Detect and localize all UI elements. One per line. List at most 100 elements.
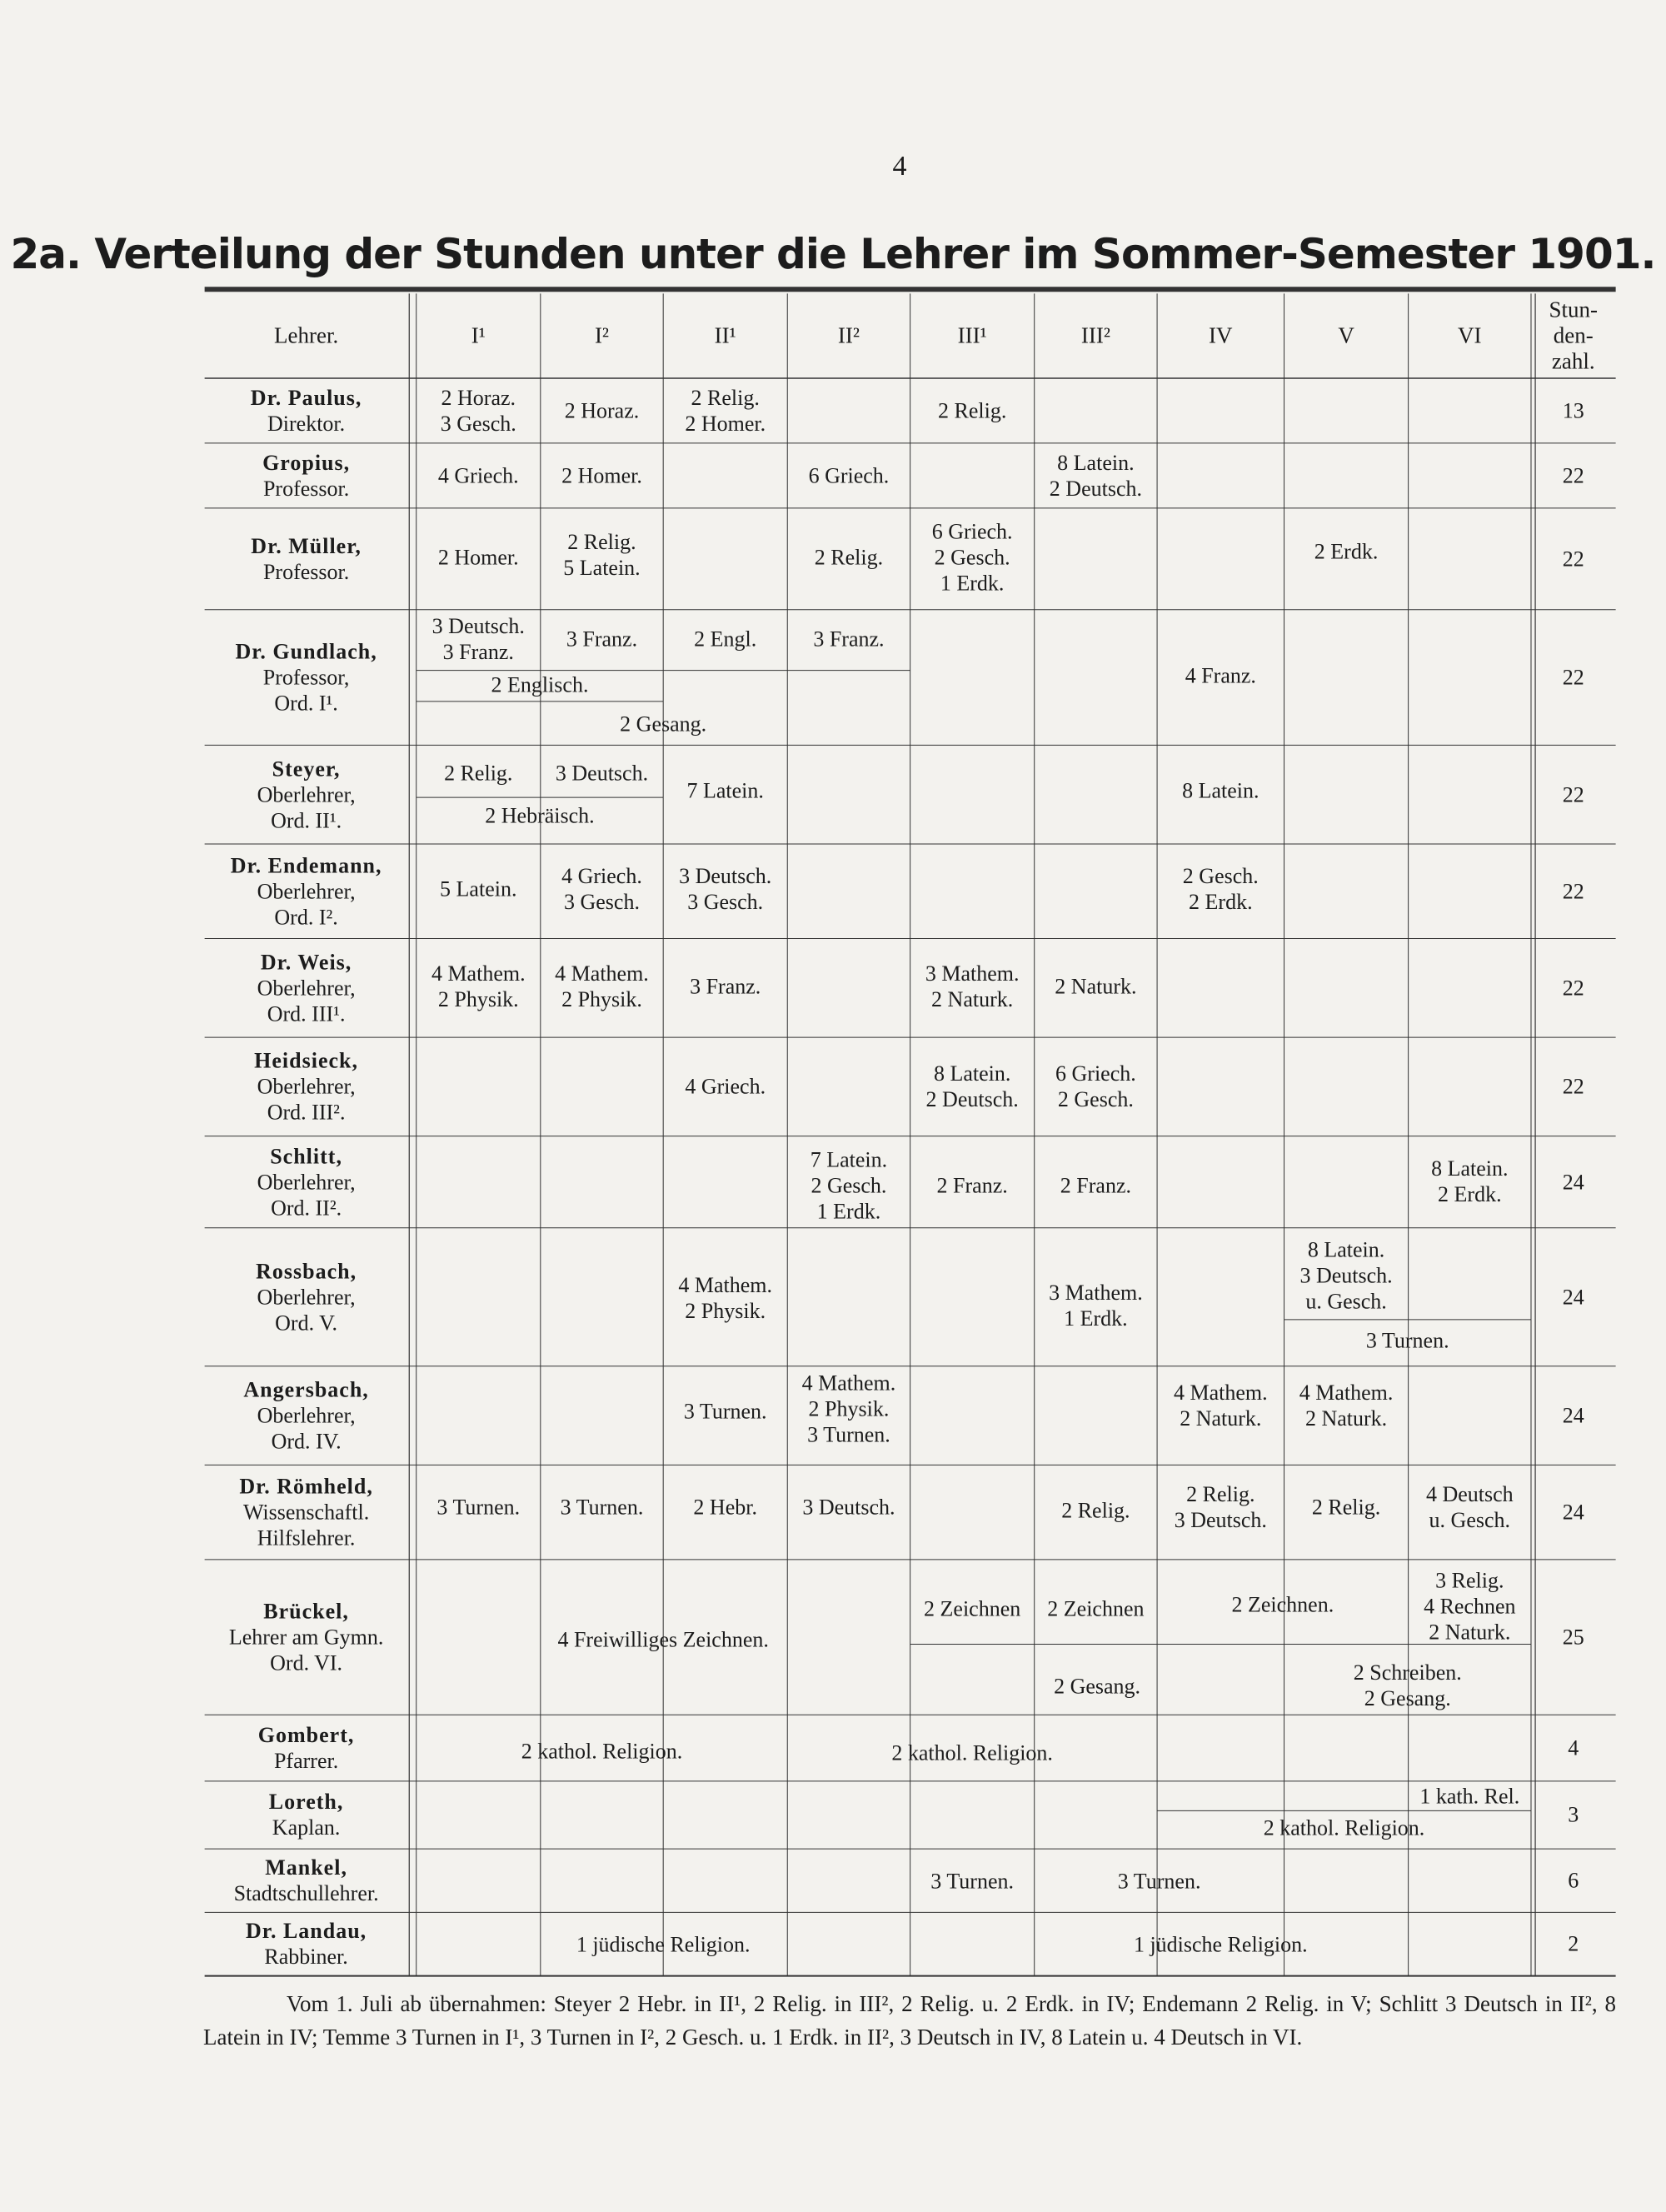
text-line: Professor.: [262, 559, 350, 584]
total: 22: [1563, 665, 1584, 691]
cell: 1 jüdische Religion.: [576, 1932, 751, 1958]
cell: 7 Latein.: [686, 777, 763, 803]
text-line: 22: [1562, 782, 1584, 807]
text-line: 2 kathol. Religion.: [891, 1740, 1053, 1765]
text-line: Dr. Römheld,: [239, 1474, 373, 1499]
text-line: 6: [1568, 1868, 1579, 1893]
cell: 2 Relig.: [444, 761, 512, 786]
text-line: 4 Mathem.: [1173, 1381, 1268, 1406]
text-line: V: [1338, 322, 1354, 348]
text-line: 2 kathol. Religion.: [1263, 1815, 1425, 1840]
text-line: Direktor.: [267, 411, 346, 436]
text-line: Ord. III².: [267, 1100, 346, 1125]
text-line: Professor,: [262, 665, 350, 690]
text-line: Kaplan.: [272, 1815, 341, 1840]
cell: 4 Franz.: [1185, 663, 1256, 689]
text-line: 6 Griech.: [808, 463, 890, 488]
text-line: 4 Griech.: [561, 864, 642, 889]
text-line: Oberlehrer,: [257, 1074, 356, 1099]
total: 22: [1563, 462, 1584, 488]
text-line: Dr. Landau,: [246, 1919, 367, 1944]
total: 4: [1568, 1735, 1579, 1761]
total: 24: [1563, 1403, 1584, 1429]
column-header: Stun-den-zahl.: [1549, 297, 1599, 375]
text-line: 22: [1562, 879, 1584, 904]
column-header: III²: [1081, 323, 1110, 349]
text-line: 4 Mathem.: [678, 1273, 773, 1298]
text-line: Oberlehrer,: [257, 782, 356, 807]
cell: 2 Horaz. 3 Gesch.: [441, 385, 516, 437]
text-line: 2 Homer.: [561, 463, 642, 488]
text-line: 3 Deutsch.: [555, 761, 649, 786]
text-line: Oberlehrer,: [257, 1170, 356, 1195]
text-line: 2 Erdk.: [1189, 890, 1253, 915]
teacher: Angersbach, Oberlehrer, Ord. IV.: [243, 1377, 368, 1455]
text-line: III¹: [957, 322, 987, 348]
cell: 2 Gesang.: [620, 712, 706, 737]
cell: 2 Zeichnen: [1047, 1596, 1144, 1622]
text-line: Rabbiner.: [264, 1945, 348, 1970]
text-line: 3 Turnen.: [930, 1869, 1015, 1894]
text-line: 1 Erdk.: [940, 571, 1005, 596]
text-line: 3 Franz.: [690, 974, 761, 999]
column-header: II¹: [715, 323, 736, 349]
text-line: 3 Deutsch.: [802, 1495, 895, 1520]
text-line: Heidsieck,: [254, 1048, 359, 1073]
text-line: 4: [1568, 1735, 1579, 1760]
text-line: 2 Zeichnen: [1047, 1596, 1145, 1621]
cell: 2 Franz.: [1060, 1172, 1131, 1198]
text-line: 3 Mathem.: [925, 961, 1020, 986]
text-line: Oberlehrer,: [257, 1285, 356, 1310]
cell: 6 Griech. 2 Gesch.: [1055, 1061, 1136, 1112]
text-line: II²: [837, 322, 860, 348]
text-line: Ord. I².: [274, 905, 338, 930]
teacher: Gombert, Pfarrer.: [258, 1722, 355, 1774]
text-line: 2 Relig.: [1186, 1482, 1255, 1507]
text-line: 1 Erdk.: [1064, 1306, 1128, 1331]
text-line: Wissenschaftl.: [242, 1500, 370, 1525]
total: 6: [1568, 1868, 1579, 1894]
text-line: 2 Relig.: [1311, 1495, 1381, 1520]
cell: 4 Griech.: [685, 1074, 766, 1100]
total: 22: [1563, 878, 1584, 904]
cell: 2 kathol. Religion.: [891, 1740, 1053, 1765]
text-line: 4 Deutsch: [1425, 1482, 1514, 1507]
cell: 2 kathol. Religion.: [521, 1739, 683, 1765]
cell: 3 Turnen.: [930, 1869, 1014, 1895]
text-line: Gombert,: [257, 1723, 355, 1748]
text-line: 1 kath. Rel.: [1419, 1784, 1520, 1809]
cell: 8 Latein. 2 Erdk.: [1431, 1156, 1508, 1207]
text-line: 7 Latein.: [686, 778, 764, 803]
text-line: 25: [1562, 1625, 1584, 1650]
text-line: 2 Zeichnen.: [1231, 1592, 1334, 1617]
text-line: 2 Gesch.: [934, 545, 1010, 570]
cell: 8 Latein. 3 Deutsch. u. Gesch.: [1299, 1237, 1392, 1315]
cell: 2 Schreiben. 2 Gesang.: [1354, 1660, 1462, 1711]
text-line: 8 Latein.: [933, 1061, 1011, 1086]
total: 22: [1563, 975, 1584, 1001]
text-line: Lehrer.: [273, 322, 339, 348]
column-header: VI: [1458, 323, 1482, 349]
cell: 4 Griech. 3 Gesch.: [561, 863, 642, 915]
text-line: Ord. V.: [275, 1311, 338, 1336]
text-line: III²: [1080, 322, 1110, 348]
text-line: 4 Griech.: [437, 463, 519, 488]
total: 24: [1563, 1500, 1584, 1525]
teacher: Dr. Endemann, Oberlehrer, Ord. I².: [231, 852, 382, 930]
text-line: Loreth,: [268, 1790, 344, 1815]
text-line: 4 Mathem.: [555, 961, 649, 986]
text-line: 2 Gesang.: [1054, 1674, 1141, 1699]
column-header: Lehrer.: [274, 323, 338, 349]
text-line: 4 Mathem.: [431, 961, 526, 986]
text-line: Ord. VI.: [270, 1650, 343, 1675]
text-line: 2 Gesch.: [811, 1173, 887, 1198]
text-line: Rossbach,: [256, 1259, 357, 1284]
cell: 2 Relig.: [938, 397, 1006, 423]
text-line: Oberlehrer,: [257, 1403, 356, 1428]
text-line: 3 Franz.: [442, 640, 514, 665]
cell: 3 Deutsch. 3 Gesch.: [679, 863, 771, 915]
text-line: 5 Latein.: [440, 876, 517, 901]
teacher: Heidsieck, Oberlehrer, Ord. III².: [254, 1048, 358, 1126]
text-line: 24: [1562, 1403, 1584, 1428]
